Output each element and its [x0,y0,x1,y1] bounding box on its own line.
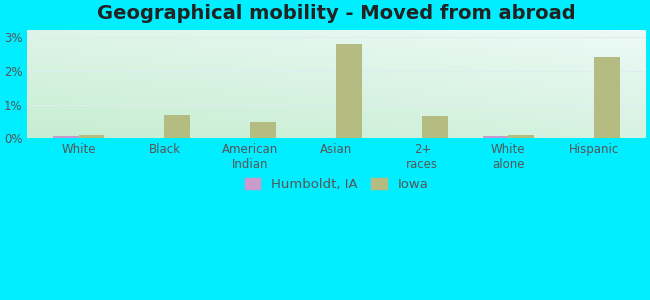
Bar [53,136,79,139]
Bar [508,135,534,139]
Bar [482,136,508,139]
Title: Geographical mobility - Moved from abroad: Geographical mobility - Moved from abroa… [97,4,576,23]
Bar [422,116,448,139]
Bar [337,44,362,139]
Bar [79,135,104,139]
Bar [164,115,190,139]
Legend: Humboldt, IA, Iowa: Humboldt, IA, Iowa [240,174,432,195]
Bar [250,122,276,139]
Bar [594,57,620,139]
